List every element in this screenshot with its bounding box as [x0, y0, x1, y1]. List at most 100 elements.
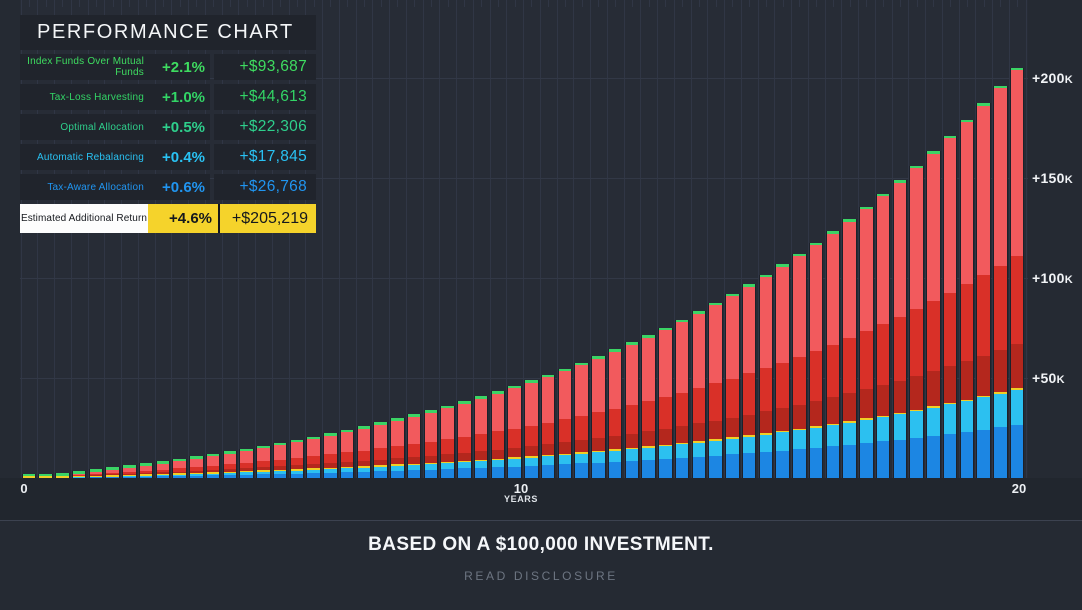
- stacked-bar-period-23[interactable]: [391, 418, 404, 478]
- optimal-allocation-segment: [273, 466, 287, 470]
- stacked-bar-period-1[interactable]: [22, 473, 36, 478]
- stacked-bar-period-14[interactable]: [240, 448, 253, 478]
- tax-loss-harvesting-segment: [391, 446, 404, 459]
- stacked-bar-period-9[interactable]: [156, 461, 170, 478]
- vertical-gridline: [121, 0, 122, 478]
- tax-loss-harvesting-segment: [659, 396, 672, 429]
- stacked-bar-period-17[interactable]: [290, 439, 304, 478]
- tax-loss-harvesting-segment: [876, 324, 890, 386]
- vertical-gridline: [556, 0, 558, 478]
- top-minor-tick: [347, 0, 349, 7]
- stacked-bar-period-21[interactable]: [357, 426, 371, 478]
- yellow-cap-segment: [860, 418, 873, 420]
- top-minor-tick: [330, 0, 332, 7]
- index-funds-segment: [793, 256, 806, 357]
- green-cap-segment: [22, 473, 36, 477]
- stacked-bar-period-13[interactable]: [223, 451, 237, 478]
- optimal-allocation-segment: [876, 385, 890, 416]
- stacked-bar-period-3[interactable]: [56, 473, 69, 478]
- stacked-bar-period-4[interactable]: [72, 471, 86, 478]
- stacked-bar-period-55[interactable]: [927, 151, 940, 478]
- tax-loss-harvesting-segment: [1010, 255, 1024, 344]
- stacked-bar-period-26[interactable]: [441, 405, 454, 478]
- index-funds-segment: [592, 358, 605, 413]
- index-funds-segment: [659, 330, 672, 397]
- stacked-bar-period-30[interactable]: [508, 385, 521, 478]
- stacked-bar-period-24[interactable]: [407, 414, 421, 478]
- stacked-bar-period-25[interactable]: [424, 410, 438, 478]
- yellow-cap-segment: [927, 406, 940, 408]
- vertical-gridline: [422, 0, 424, 478]
- stacked-bar-period-44[interactable]: [742, 284, 756, 478]
- tax-loss-harvesting-segment: [123, 471, 136, 474]
- vertical-gridline: [958, 0, 960, 478]
- legend-total-row: Estimated Additional Return +4.6% +$205,…: [20, 204, 316, 233]
- stacked-bar-period-32[interactable]: [541, 374, 555, 478]
- stacked-bar-period-33[interactable]: [558, 368, 572, 478]
- stacked-bar-period-12[interactable]: [206, 453, 220, 478]
- automatic-rebalancing-segment: [675, 444, 689, 458]
- stacked-bar-period-38[interactable]: [642, 335, 655, 478]
- stacked-bar-period-5[interactable]: [89, 469, 103, 478]
- stacked-bar-period-11[interactable]: [190, 456, 203, 478]
- legend-row-percent: +0.5%: [162, 118, 205, 136]
- stacked-bar-period-10[interactable]: [173, 458, 186, 478]
- stacked-bar-period-22[interactable]: [374, 422, 387, 478]
- stacked-bar-period-6[interactable]: [106, 467, 119, 478]
- stacked-bar-period-48[interactable]: [809, 242, 823, 478]
- stacked-bar-period-7[interactable]: [123, 465, 136, 478]
- legend-row-2: Tax-Loss Harvesting +1.0% +$44,613: [20, 84, 316, 110]
- stacked-bar-period-40[interactable]: [675, 319, 689, 478]
- stacked-bar-period-18[interactable]: [307, 436, 320, 478]
- top-minor-tick: [162, 0, 164, 7]
- stacked-bar-period-45[interactable]: [759, 274, 773, 478]
- stacked-bar-period-16[interactable]: [273, 442, 287, 478]
- stacked-bar-period-53[interactable]: [893, 180, 907, 478]
- stacked-bar-period-60[interactable]: [1010, 67, 1024, 478]
- stacked-bar-period-51[interactable]: [860, 206, 873, 478]
- stacked-bar-period-20[interactable]: [340, 429, 354, 478]
- stacked-bar-period-36[interactable]: [608, 349, 622, 478]
- read-disclosure-link[interactable]: READ DISCLOSURE: [464, 569, 618, 583]
- stacked-bar-period-35[interactable]: [592, 356, 605, 478]
- index-funds-segment: [726, 296, 739, 379]
- stacked-bar-period-27[interactable]: [458, 401, 471, 478]
- stacked-bar-period-47[interactable]: [793, 253, 806, 478]
- legend-row-label: Optimal Allocation: [60, 121, 144, 133]
- top-minor-tick: [112, 0, 114, 7]
- tax-aware-allocation-segment: [123, 476, 136, 478]
- stacked-bar-period-15[interactable]: [257, 445, 270, 478]
- stacked-bar-period-58[interactable]: [977, 103, 990, 478]
- stacked-bar-period-29[interactable]: [491, 391, 505, 478]
- automatic-rebalancing-segment: [659, 446, 672, 459]
- top-minor-tick: [749, 0, 751, 7]
- stacked-bar-period-43[interactable]: [726, 293, 739, 478]
- stacked-bar-period-41[interactable]: [692, 311, 706, 478]
- stacked-bar-period-56[interactable]: [943, 135, 957, 478]
- stacked-bar-period-39[interactable]: [659, 327, 672, 478]
- stacked-bar-period-42[interactable]: [709, 302, 722, 478]
- yellow-cap-segment: [357, 466, 371, 468]
- stacked-bar-period-49[interactable]: [826, 231, 840, 478]
- stacked-bar-period-52[interactable]: [876, 193, 890, 478]
- automatic-rebalancing-segment: [206, 473, 220, 476]
- yellow-cap-segment: [994, 392, 1007, 394]
- stacked-bar-period-57[interactable]: [960, 119, 974, 478]
- automatic-rebalancing-segment: [223, 473, 237, 476]
- yellow-cap-segment: [709, 439, 722, 441]
- stacked-bar-period-8[interactable]: [139, 463, 153, 478]
- index-funds-segment: [357, 428, 371, 451]
- stacked-bar-period-46[interactable]: [776, 264, 789, 478]
- stacked-bar-period-19[interactable]: [324, 433, 337, 478]
- automatic-rebalancing-segment: [541, 456, 555, 466]
- stacked-bar-period-54[interactable]: [910, 165, 923, 478]
- stacked-bar-period-37[interactable]: [625, 342, 639, 478]
- stacked-bar-period-34[interactable]: [575, 362, 588, 478]
- green-cap-segment: [525, 380, 538, 383]
- stacked-bar-period-2[interactable]: [39, 473, 52, 478]
- stacked-bar-period-50[interactable]: [843, 219, 856, 478]
- stacked-bar-period-28[interactable]: [474, 396, 488, 478]
- stacked-bar-period-31[interactable]: [525, 380, 538, 478]
- yellow-cap-segment: [156, 473, 170, 476]
- stacked-bar-period-59[interactable]: [994, 85, 1007, 478]
